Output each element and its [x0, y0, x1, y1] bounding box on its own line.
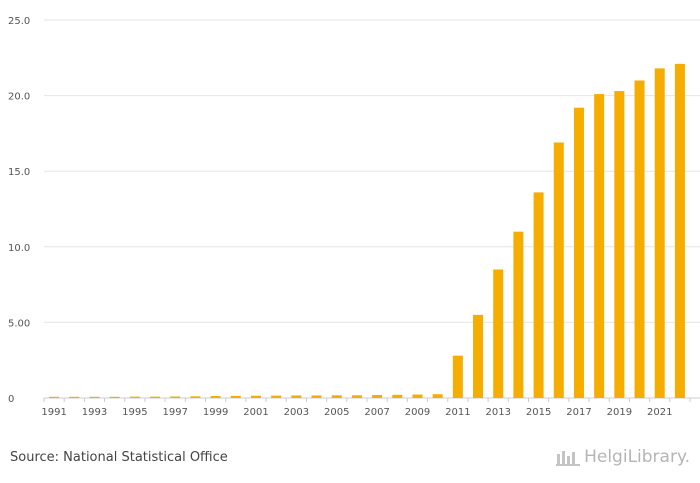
y-tick-label: 0 — [8, 394, 14, 405]
bar — [89, 396, 100, 398]
x-tick-label: 2007 — [364, 407, 389, 418]
bar — [654, 68, 665, 398]
library-icon — [556, 451, 581, 466]
bar — [49, 396, 60, 398]
bar — [210, 396, 221, 398]
x-tick-label: 2021 — [647, 407, 672, 418]
x-tick-label: 2001 — [243, 407, 268, 418]
bar — [634, 80, 645, 398]
x-tick-label: 1999 — [203, 407, 228, 418]
x-tick-label: 1991 — [41, 407, 66, 418]
y-tick-label: 5.00 — [8, 318, 30, 329]
x-tick-label: 2009 — [405, 407, 430, 418]
x-tick-label: 2005 — [324, 407, 349, 418]
bar — [190, 396, 201, 398]
bar — [351, 395, 362, 398]
bar — [250, 395, 261, 398]
source-note: Source: National Statistical Office — [10, 450, 228, 465]
y-tick-label: 25.0 — [8, 16, 30, 27]
bar — [69, 396, 80, 398]
x-tick-label: 2015 — [526, 407, 551, 418]
x-tick-label: 2017 — [566, 407, 591, 418]
bar — [533, 192, 544, 398]
x-tick-label: 1995 — [122, 407, 147, 418]
x-tick-label: 2003 — [284, 407, 309, 418]
y-tick-label: 10.0 — [8, 243, 30, 254]
x-tick-label: 1997 — [162, 407, 187, 418]
bar — [614, 91, 625, 399]
bar — [513, 231, 524, 398]
bar — [594, 94, 605, 398]
bar-chart: 0 5.00 10.0 15.0 20.0 25.0 1991 1993 1995 1997 199… — [8, 16, 700, 418]
bar — [412, 394, 423, 398]
brand-name: HelgiLibrary. — [584, 447, 690, 467]
bar — [473, 314, 484, 398]
bar — [271, 395, 282, 398]
bar — [109, 396, 120, 398]
bar — [331, 395, 342, 398]
bar — [129, 396, 140, 398]
bar — [493, 269, 504, 398]
bar — [573, 107, 584, 399]
bar — [392, 394, 403, 398]
bar — [372, 394, 383, 398]
bar — [674, 63, 685, 399]
brand-logo: HelgiLibrary. — [556, 447, 690, 467]
bar — [291, 395, 302, 398]
y-tick-label: 20.0 — [8, 92, 30, 103]
bar — [150, 396, 161, 398]
bar — [311, 395, 322, 398]
x-tick-label: 2013 — [485, 407, 510, 418]
x-tick-label: 2011 — [445, 407, 470, 418]
y-tick-label: 15.0 — [8, 167, 30, 178]
x-tick-label: 2019 — [607, 407, 632, 418]
bar — [553, 142, 564, 398]
bar — [432, 394, 443, 398]
bar — [230, 395, 241, 398]
bar — [170, 396, 181, 398]
x-tick-label: 1993 — [82, 407, 107, 418]
bar — [452, 355, 463, 398]
